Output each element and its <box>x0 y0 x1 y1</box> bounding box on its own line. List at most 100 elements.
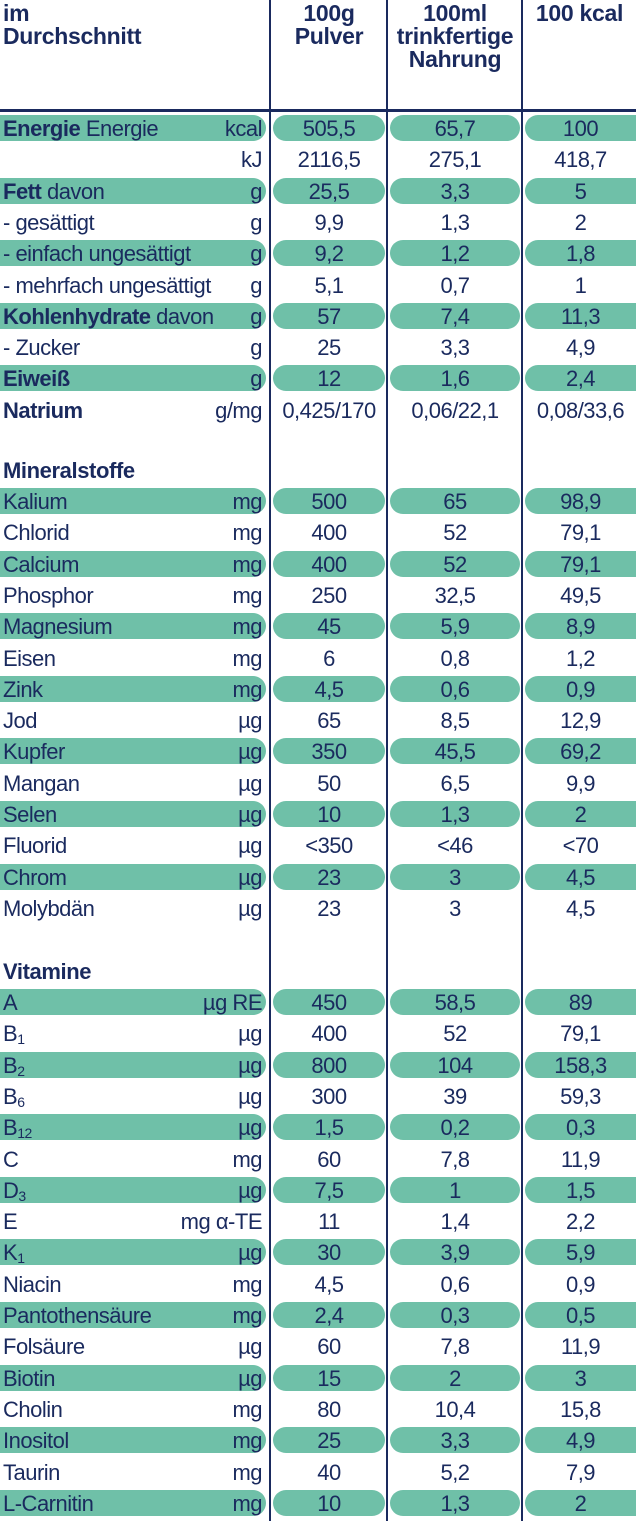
nutrient-name-text: B <box>3 1053 18 1078</box>
table-row: Mangan µg 50 6,5 9,9 <box>0 768 636 799</box>
value-per-100ml: 10,4 <box>434 1397 476 1422</box>
row-highlight <box>0 989 266 1015</box>
nutrient-name-bold: Kohlenhydrate <box>3 304 151 329</box>
value-per-100kcal: 0,08/33,6 <box>536 398 625 423</box>
header-line: 100ml <box>423 0 487 26</box>
value-per-100kcal: 98,9 <box>560 489 601 514</box>
nutrient-unit: g <box>250 179 262 204</box>
row-highlight <box>525 1302 636 1328</box>
value-per-100g: 450 <box>311 990 347 1015</box>
value-per-100g: 25 <box>317 335 341 360</box>
row-highlight <box>525 1177 636 1203</box>
nutrient-name: Inositol <box>3 1425 69 1456</box>
value-per-100g: 7,5 <box>314 1178 344 1203</box>
value-per-100g: 4,5 <box>314 677 344 702</box>
nutrient-subscript: 12 <box>17 1125 32 1141</box>
row-highlight <box>273 303 385 329</box>
value-per-100ml: 0,3 <box>440 1303 470 1328</box>
row-highlight <box>273 989 385 1015</box>
row-highlight <box>390 864 520 890</box>
nutrient-unit: kJ <box>241 147 263 172</box>
value-per-100g: 45 <box>317 614 341 639</box>
value-per-100kcal: <70 <box>562 833 599 858</box>
value-per-100ml: 65,7 <box>434 116 476 141</box>
nutrient-unit: mg <box>232 583 262 608</box>
value-per-100g: 2116,5 <box>297 147 361 172</box>
nutrient-name: A <box>3 987 18 1018</box>
nutrient-name: Kupfer <box>3 736 65 767</box>
value-per-100g: 57 <box>317 304 341 329</box>
row-highlight <box>273 1302 385 1328</box>
nutrient-name-text: C <box>3 1147 19 1172</box>
nutrient-name-text: Magnesium <box>3 614 113 639</box>
nutrient-name: Phosphor <box>3 580 94 611</box>
table-row: - gesättigt g 9,9 1,3 2 <box>0 207 636 238</box>
row-highlight <box>0 864 266 890</box>
row-highlight <box>273 1177 385 1203</box>
value-per-100g: 23 <box>317 896 341 921</box>
value-per-100ml: 1 <box>449 1178 461 1203</box>
nutrient-unit: µg <box>238 739 262 764</box>
nutrient-unit: µg <box>238 1084 262 1109</box>
nutrient-unit: mg <box>232 1460 262 1485</box>
nutrient-name: Biotin <box>3 1363 56 1394</box>
value-per-100ml: 0,6 <box>440 1272 470 1297</box>
nutrient-name: - einfach ungesättigt <box>3 238 191 269</box>
nutrient-name: Chrom <box>3 862 67 893</box>
row-highlight <box>390 115 520 141</box>
value-per-100ml: 7,8 <box>440 1334 470 1359</box>
nutrient-name: B12 <box>3 1112 32 1143</box>
value-per-100kcal: 1,8 <box>565 241 596 266</box>
nutrient-name-bold: Natrium <box>3 398 83 423</box>
value-per-100kcal: 79,1 <box>560 520 601 545</box>
row-highlight <box>390 676 520 702</box>
nutrient-name-bold: Eiweiß <box>3 366 70 391</box>
value-per-100ml: 7,4 <box>440 304 470 329</box>
table-row: L-Carnitin mg 10 1,3 2 <box>0 1488 636 1519</box>
value-per-100g: 11 <box>318 1209 340 1234</box>
value-per-100kcal: 79,1 <box>560 552 601 577</box>
nutrient-name-text: - Zucker <box>3 335 80 360</box>
nutrient-name-bold: Fett <box>3 179 42 204</box>
nutrient-unit: µg <box>238 802 262 827</box>
value-per-100g: 2,4 <box>314 1303 344 1328</box>
header-line: Durchschnitt <box>3 23 142 49</box>
value-per-100ml: <46 <box>437 833 473 858</box>
nutrient-name: - gesättigt <box>3 207 95 238</box>
table-row: K1 µg 30 3,9 5,9 <box>0 1237 636 1268</box>
section-title: Mineralstoffe <box>3 458 135 483</box>
row-highlight <box>0 1239 266 1265</box>
table-row: Calcium mg 400 52 79,1 <box>0 549 636 580</box>
value-per-100ml: 104 <box>437 1053 473 1078</box>
nutrient-unit: mg <box>232 1303 262 1328</box>
row-highlight <box>525 1490 636 1516</box>
table-row: Zink mg 4,5 0,6 0,9 <box>0 674 636 705</box>
value-per-100kcal: 15,8 <box>560 1397 601 1422</box>
nutrient-name-text: Selen <box>3 802 57 827</box>
nutrient-name: Natrium <box>3 395 83 426</box>
row-highlight <box>525 1427 636 1453</box>
nutrient-name: Cholin <box>3 1394 63 1425</box>
value-per-100g: 10 <box>317 802 341 827</box>
table-row: Jod µg 65 8,5 12,9 <box>0 705 636 736</box>
nutrient-unit: µg <box>238 1366 262 1391</box>
nutrient-unit: µg <box>238 1334 262 1359</box>
value-per-100g: 6 <box>323 646 335 671</box>
value-per-100ml: 2 <box>449 1366 461 1391</box>
nutrient-name-text: Phosphor <box>3 583 94 608</box>
nutrient-unit: mg <box>232 646 262 671</box>
table-row: Cholin mg 80 10,4 15,8 <box>0 1394 636 1425</box>
section-title: Vitamine <box>3 959 92 984</box>
nutrient-name-text: B <box>3 1084 18 1109</box>
nutrient-name: Pantothensäure <box>3 1300 152 1331</box>
nutrient-name: Folsäure <box>3 1331 85 1362</box>
nutrient-name: Calcium <box>3 549 79 580</box>
value-per-100kcal: 9,9 <box>565 771 596 796</box>
header-line: trinkfertige <box>396 23 514 49</box>
header-per-100kcal: 100 kcal <box>523 2 636 25</box>
row-highlight <box>0 1490 266 1516</box>
table-row: Kohlenhydrate davon g 57 7,4 11,3 <box>0 301 636 332</box>
nutrient-subscript: 2 <box>17 1063 25 1079</box>
row-highlight <box>390 613 520 639</box>
